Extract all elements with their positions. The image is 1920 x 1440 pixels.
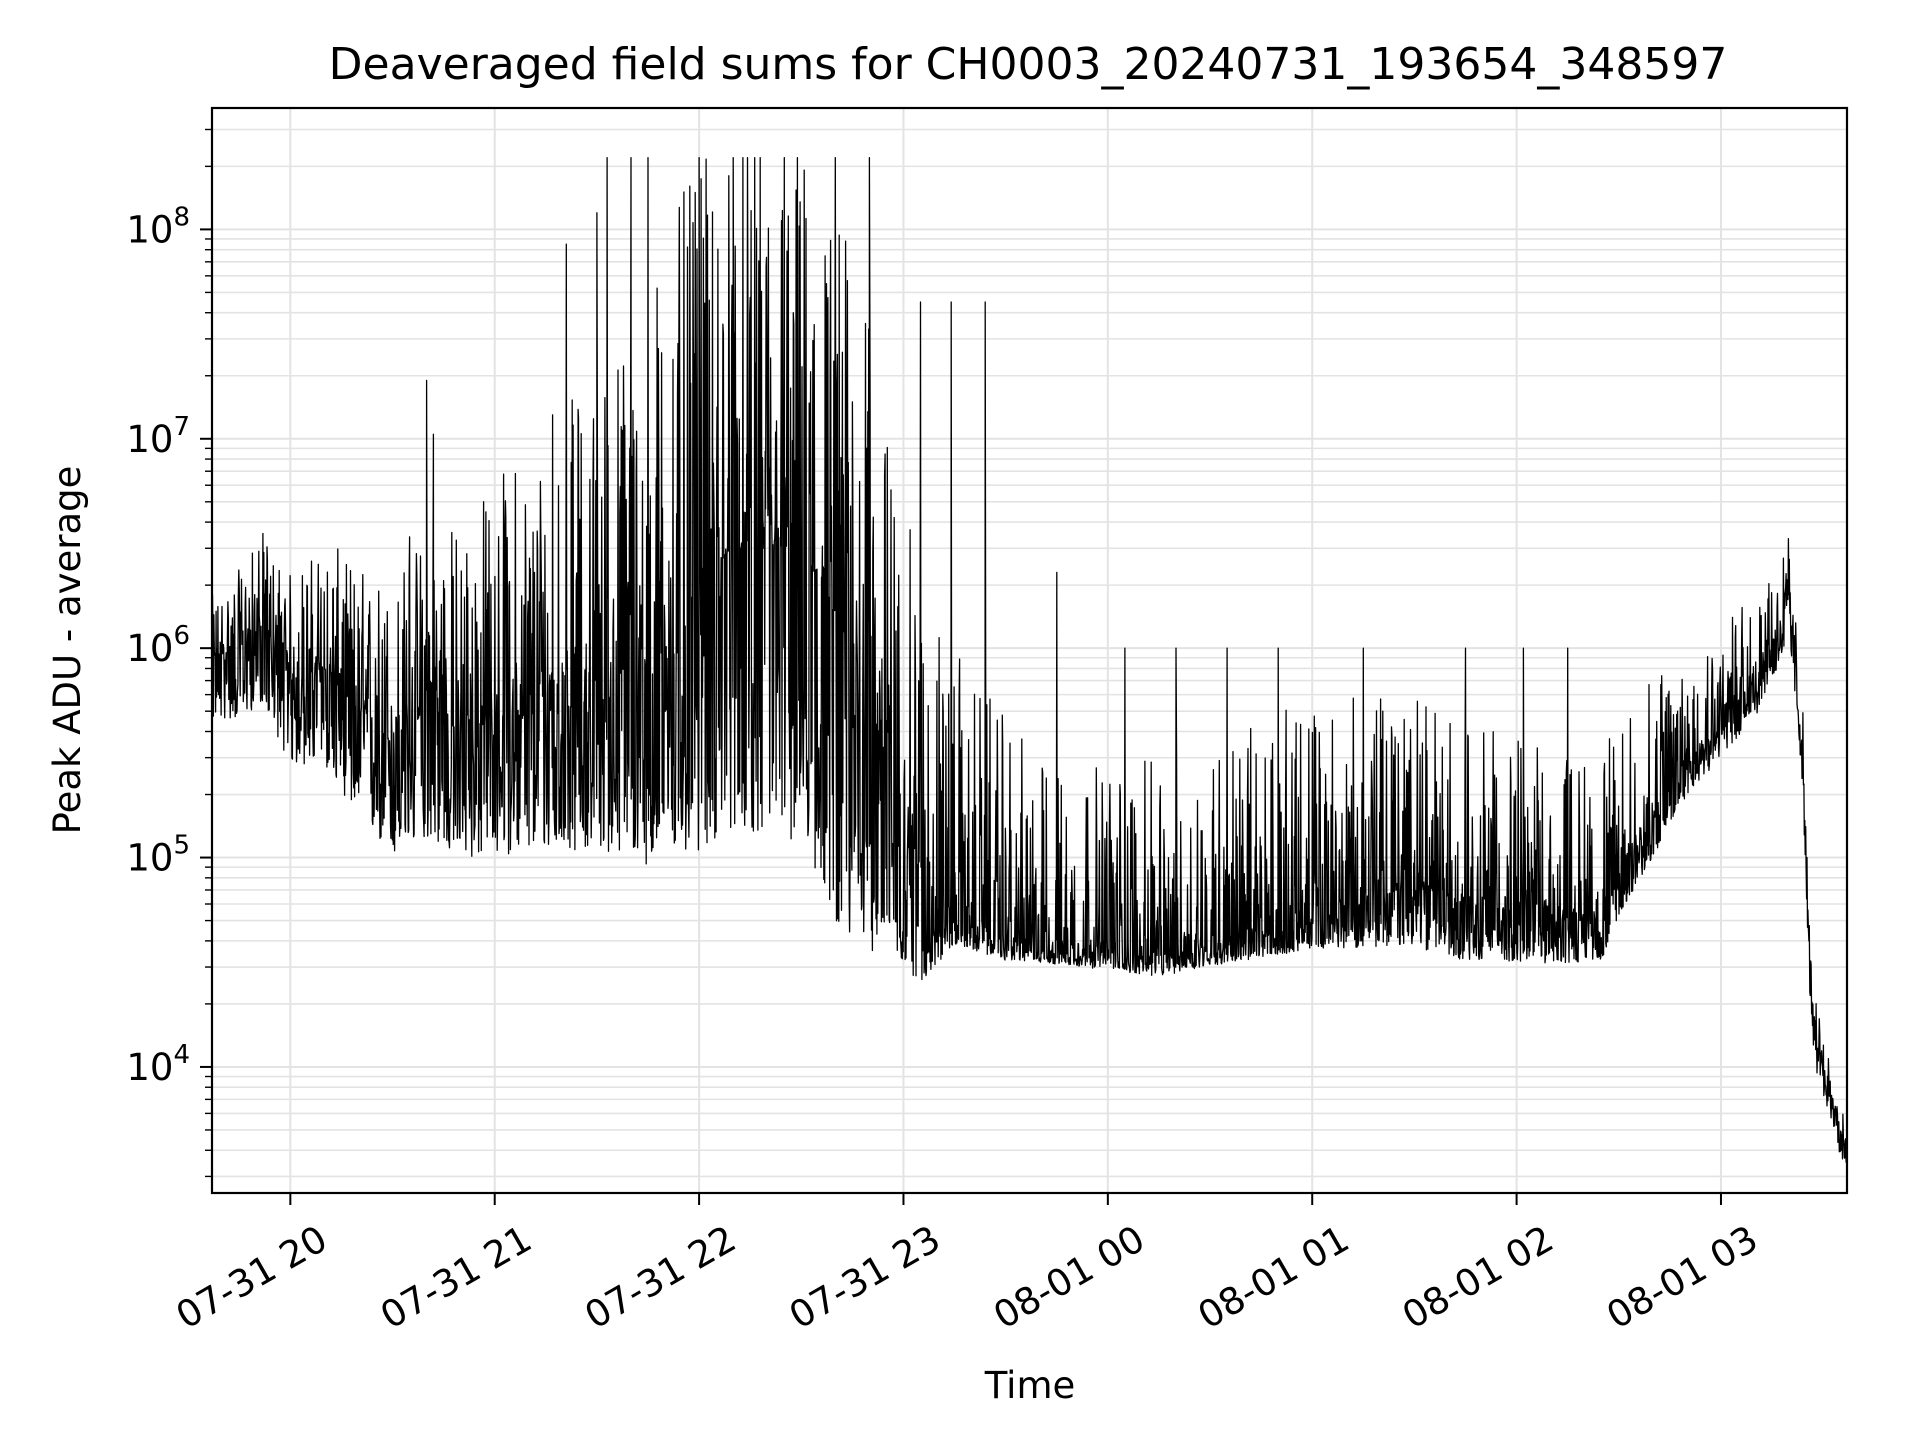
y-tick-base: 10 (126, 837, 173, 880)
y-tick-base: 10 (126, 627, 173, 670)
y-tick-exponent: 8 (173, 202, 190, 232)
y-tick-exponent: 4 (173, 1040, 190, 1070)
y-tick-exponent: 5 (173, 831, 190, 861)
y-tick-label: 108 (126, 202, 190, 251)
y-tick-base: 10 (126, 1046, 173, 1089)
plot-area (211, 157, 1848, 1163)
x-axis-label: Time (984, 1364, 1076, 1407)
y-axis-label: Peak ADU - average (46, 466, 89, 835)
y-tick-exponent: 7 (173, 412, 190, 442)
y-tick-base: 10 (126, 208, 173, 251)
y-tick-label: 104 (126, 1040, 190, 1089)
plot-frame (210, 106, 1849, 1195)
y-tick-label: 106 (126, 621, 190, 670)
y-tick-exponent: 6 (173, 621, 190, 651)
chart-title: Deaveraged field sums for CH0003_2024073… (329, 39, 1728, 90)
series-line (211, 157, 1848, 1163)
y-tick-base: 10 (126, 418, 173, 461)
y-tick-label: 107 (126, 412, 190, 461)
y-tick-label: 105 (126, 831, 190, 880)
